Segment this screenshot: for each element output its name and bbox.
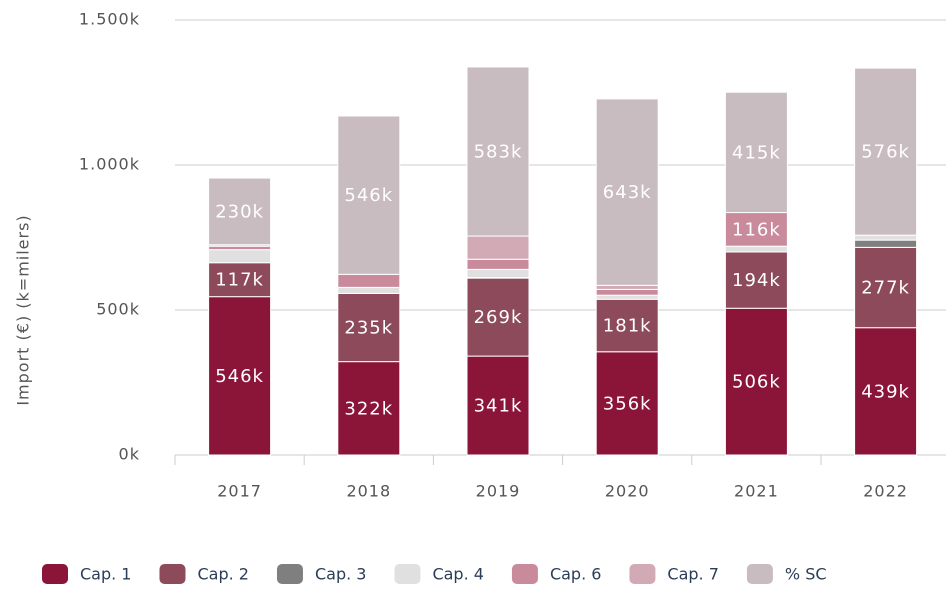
data-label: 181k — [603, 316, 652, 337]
bar-segment — [724, 307, 788, 456]
bar-segment — [466, 268, 530, 279]
x-tick-label: 2019 — [476, 482, 521, 501]
data-label: 356k — [603, 393, 652, 414]
data-label: 583k — [474, 142, 523, 163]
bar-segment — [466, 355, 530, 456]
y-tick-label: 1.000k — [79, 155, 140, 174]
data-label: 415k — [732, 142, 781, 163]
bar-segment — [208, 177, 272, 246]
data-label: 546k — [344, 185, 393, 206]
data-label: 576k — [861, 142, 910, 163]
legend-swatch — [629, 564, 656, 584]
x-tick-label: 2018 — [346, 482, 391, 501]
legend-label: Cap. 1 — [80, 565, 131, 584]
bar-segment — [595, 284, 659, 290]
data-label: 269k — [474, 307, 523, 328]
bar-segment — [466, 66, 530, 237]
y-tick-label: 0k — [119, 445, 140, 464]
y-tick-label: 500k — [96, 300, 140, 319]
legend-label: Cap. 7 — [667, 565, 718, 584]
data-label: 116k — [732, 219, 781, 240]
data-label: 194k — [732, 270, 781, 291]
bar-segment — [208, 245, 272, 251]
data-label: 230k — [215, 201, 264, 222]
bar-segment — [337, 286, 401, 294]
legend-swatch — [511, 564, 538, 584]
bar-segment — [337, 292, 401, 363]
bar-segment — [724, 212, 788, 247]
legend-label: Cap. 3 — [315, 565, 366, 584]
legend-label: % SC — [785, 565, 827, 584]
legend-swatch — [276, 564, 303, 584]
bar-segment — [337, 115, 401, 275]
data-label: 439k — [861, 381, 910, 402]
y-axis-label: Import (€) (k=milers) — [14, 214, 33, 405]
bar-segment — [466, 258, 530, 270]
bar-segment — [724, 245, 788, 253]
bar-segment — [466, 235, 530, 260]
x-tick-label: 2020 — [605, 482, 650, 501]
data-label: 546k — [215, 366, 264, 387]
bar-segment — [854, 234, 918, 241]
bar-segment — [854, 67, 918, 236]
bar-segment — [854, 327, 918, 456]
legend-label: Cap. 6 — [550, 565, 601, 584]
legend-swatch — [159, 564, 186, 584]
legend-swatch — [394, 564, 421, 584]
bar-segment — [208, 249, 272, 264]
x-tick-label: 2021 — [734, 482, 779, 501]
bar-segment — [724, 91, 788, 214]
bar-segment — [595, 98, 659, 286]
legend-swatch — [42, 564, 68, 584]
data-label: 643k — [603, 182, 652, 203]
legend-label: Cap. 2 — [197, 565, 248, 584]
bar-segment — [854, 239, 918, 248]
data-label: 235k — [344, 318, 393, 339]
bar-segment — [854, 246, 918, 329]
bar-segment — [595, 288, 659, 296]
bar-segment — [337, 361, 401, 456]
data-label: 322k — [344, 398, 393, 419]
data-label: 117k — [215, 270, 264, 291]
y-tick-label: 1.500k — [79, 10, 140, 29]
bar-segment — [724, 251, 788, 309]
bar-segment — [595, 294, 659, 300]
data-label: 277k — [861, 278, 910, 299]
data-label: 341k — [474, 396, 523, 417]
x-tick-label: 2017 — [217, 482, 262, 501]
legend-swatch — [746, 564, 773, 584]
x-tick-label: 2022 — [863, 482, 908, 501]
legend-label: Cap. 4 — [432, 565, 483, 584]
bar-segment — [595, 298, 659, 353]
data-label: 506k — [732, 372, 781, 393]
bar-segment — [337, 273, 401, 288]
